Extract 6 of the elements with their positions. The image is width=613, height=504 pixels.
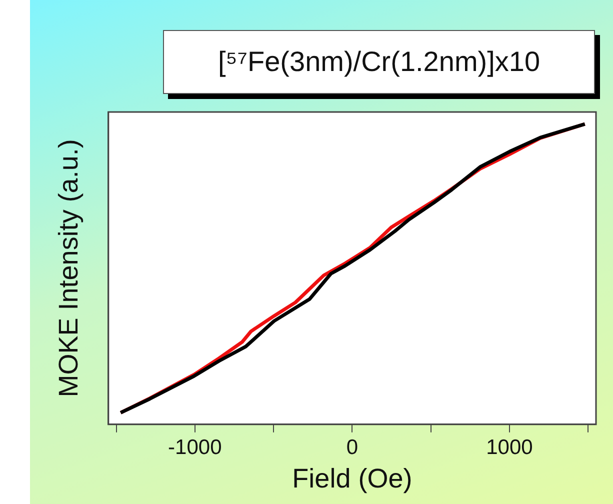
x-tick-label: 0 — [346, 436, 358, 459]
x-tick-label: -1000 — [168, 436, 222, 459]
y-axis-title: MOKE Intensity (a.u.) — [54, 139, 84, 398]
x-tick-label: 1000 — [486, 436, 533, 459]
x-axis-title: Field (Oe) — [292, 463, 412, 494]
chart-title: [⁵⁷Fe(3nm)/Cr(1.2nm)]x10 — [163, 30, 595, 94]
